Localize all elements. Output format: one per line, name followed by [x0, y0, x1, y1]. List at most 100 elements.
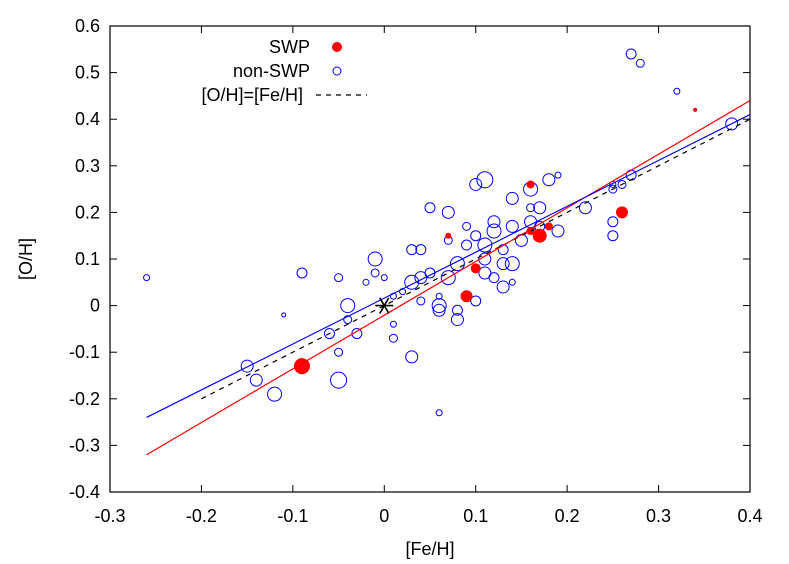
non-swp-point — [406, 244, 418, 256]
non-swp-point — [435, 409, 443, 417]
legend: SWP non-SWP [O/H]=[Fe/H] — [201, 37, 367, 105]
non-swp-point — [607, 230, 619, 242]
non-swp-point — [625, 48, 637, 60]
y-tick-label: -0.3 — [69, 435, 100, 455]
legend-swp-marker — [332, 42, 342, 52]
non-swp-point — [416, 296, 426, 306]
non-swp-fit-line — [146, 114, 750, 418]
x-tick-label: 0.2 — [555, 506, 580, 526]
non-swp-point — [526, 203, 536, 213]
y-axis-ticks: -0.4 -0.3 -0.2 -0.1 0 0.1 0.2 0.3 0.4 0.5 0.6 — [69, 16, 750, 502]
y-tick-label: -0.2 — [69, 389, 100, 409]
non-swp-point — [497, 244, 509, 256]
non-swp-point — [432, 303, 446, 317]
non-swp-point — [424, 202, 436, 214]
y-tick-label: 0.4 — [75, 109, 100, 129]
non-swp-point — [477, 237, 493, 253]
swp-point — [693, 107, 698, 112]
non-swp-point — [505, 219, 519, 233]
swp-fit-line — [146, 100, 750, 456]
non-swp-point — [470, 295, 482, 307]
sun-symbol-icon — [375, 297, 394, 314]
x-tick-label: -0.3 — [94, 506, 125, 526]
y-tick-label: 0.3 — [75, 156, 100, 176]
non-swp-point — [334, 347, 344, 357]
non-swp-point — [554, 171, 562, 179]
swp-point — [460, 290, 473, 303]
non-swp-point — [478, 252, 492, 266]
non-swp-point — [323, 328, 335, 340]
non-swp-point — [389, 320, 397, 328]
sun-symbol-stroke — [379, 297, 390, 314]
x-tick-label: 0.1 — [463, 506, 488, 526]
non-swp-point — [441, 205, 455, 219]
non-swp-point — [478, 266, 492, 280]
non-swp-point — [462, 221, 472, 231]
swp-point — [544, 222, 553, 231]
legend-label: non-SWP — [233, 61, 310, 81]
x-tick-label: 0.4 — [737, 506, 762, 526]
non-swp-point — [370, 268, 380, 278]
swp-point — [532, 228, 547, 243]
non-swp-point — [450, 313, 464, 327]
non-swp-point — [380, 274, 388, 282]
swp-point — [526, 180, 535, 189]
non-swp-point — [673, 87, 681, 95]
non-swp-point — [240, 359, 254, 373]
y-tick-label: 0.5 — [75, 63, 100, 83]
non-swp-point — [607, 216, 619, 228]
non-swp-point — [249, 373, 263, 387]
non-swp-point — [362, 278, 370, 286]
o-h-fe-h-line — [201, 118, 750, 400]
non-swp-point — [340, 298, 356, 314]
non-swp-point — [388, 333, 398, 343]
swp-point — [445, 232, 452, 239]
non-swp-point — [414, 271, 428, 285]
swp-point — [526, 227, 535, 236]
non-swp-point — [415, 244, 427, 256]
non-swp-point — [488, 272, 500, 284]
non-swp-point — [725, 117, 739, 131]
non-swp-point — [486, 223, 502, 239]
y-tick-label: 0.1 — [75, 249, 100, 269]
non-swp-point — [143, 274, 151, 282]
non-swp-point — [330, 371, 348, 389]
non-swp-point — [542, 173, 556, 187]
non-swp-point — [431, 298, 447, 314]
legend-label: SWP — [269, 37, 310, 57]
x-axis-ticks: -0.3 -0.2 -0.1 0 0.1 0.2 0.3 0.4 — [94, 26, 763, 526]
plot-area — [143, 48, 750, 456]
non-swp-point — [281, 312, 287, 318]
non-swp-point — [469, 177, 483, 191]
y-tick-label: 0.6 — [75, 16, 100, 36]
non-swp-point — [551, 224, 565, 238]
non-swp-point — [267, 386, 283, 402]
non-swp-point — [334, 273, 344, 283]
non-swp-point — [435, 292, 443, 300]
swp-point — [470, 263, 481, 274]
non-swp-point — [514, 233, 528, 247]
non-swp-point — [451, 304, 463, 316]
non-swp-point — [487, 215, 501, 229]
x-tick-label: 0.3 — [646, 506, 671, 526]
legend-label: [O/H]=[Fe/H] — [201, 85, 303, 105]
y-axis-label: [O/H] — [16, 238, 36, 280]
x-tick-label: 0 — [379, 506, 389, 526]
x-tick-label: -0.1 — [277, 506, 308, 526]
non-swp-point — [296, 267, 308, 279]
swp-point — [294, 358, 310, 375]
swp-point — [616, 206, 628, 219]
y-tick-label: -0.4 — [69, 482, 100, 502]
non-swp-point — [505, 191, 519, 205]
non-swp-point — [496, 257, 510, 271]
non-swp-point — [608, 184, 618, 194]
x-tick-label: -0.2 — [186, 506, 217, 526]
non-swp-point — [449, 256, 465, 272]
non-swp-point — [504, 256, 520, 272]
non-swp-point — [635, 58, 645, 68]
non-swp-point — [461, 239, 473, 251]
y-tick-label: 0 — [90, 296, 100, 316]
non-swp-point — [625, 169, 637, 181]
y-tick-label: 0.2 — [75, 202, 100, 222]
